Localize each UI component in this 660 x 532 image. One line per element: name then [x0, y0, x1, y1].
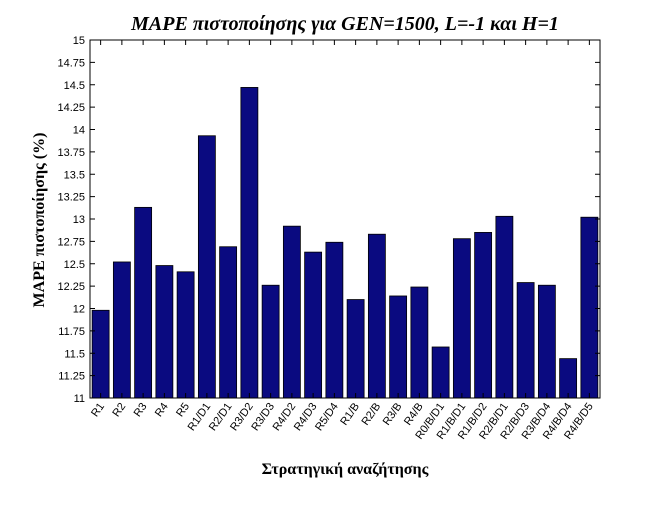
y-tick-label: 12.25 — [57, 281, 85, 293]
bar-r4-b-d4 — [559, 358, 578, 399]
y-tick-label: 14.25 — [57, 102, 85, 114]
x-tick-label: R5/D4 — [313, 401, 341, 433]
bar-r4-d2 — [282, 225, 301, 399]
y-tick-label: 14.5 — [64, 80, 85, 92]
y-tick-label: 14 — [73, 125, 85, 137]
x-tick-label: R5 — [174, 401, 192, 419]
bar-r3-b-d4 — [537, 284, 556, 399]
y-tick-label: 12.5 — [64, 259, 85, 271]
bar-r4-b — [410, 286, 429, 399]
bar-r1 — [91, 309, 110, 399]
plot-area: 11 11.25 11.5 11.75 12 12.25 12.5 12.75 13 13.25 1… — [57, 35, 601, 442]
x-tick-label: R1 — [89, 401, 107, 419]
bar-r2-b-d3 — [516, 282, 535, 399]
y-tick-label: 11 — [74, 393, 85, 405]
bar-r4 — [155, 265, 174, 399]
x-tick-label: R2 — [110, 401, 128, 419]
bar-r2 — [112, 261, 131, 399]
x-axis-label: Στρατηγική αναζήτησης — [262, 461, 429, 478]
bar-r5 — [176, 271, 195, 399]
y-tick-label: 11.25 — [58, 371, 85, 383]
y-tick-label: 13.25 — [57, 192, 85, 204]
y-tick-label: 13.5 — [64, 169, 85, 181]
bar-r2-d1 — [219, 246, 238, 399]
x-tick-label: R1/B — [338, 401, 362, 428]
y-tick-label: 14.75 — [57, 57, 85, 69]
x-tick-label: R3/B — [381, 401, 405, 428]
bar-r1-b — [346, 299, 365, 399]
y-tick-label: 12.75 — [57, 236, 85, 248]
bar-r3-d2 — [240, 87, 259, 399]
y-tick-label: 11.5 — [64, 348, 85, 360]
y-axis-label: MAPE πιστοποίησης (%) — [31, 133, 48, 308]
y-tick-label: 15 — [73, 35, 85, 47]
bar-r0-b-d1 — [431, 346, 450, 399]
y-tick-label: 13.75 — [57, 147, 85, 159]
bar-r3-d3 — [261, 284, 280, 399]
bar-r1-d1 — [197, 135, 216, 399]
bar-r4-b-d5 — [580, 216, 599, 399]
bar-r2-b — [367, 233, 386, 399]
bar-r5-d4 — [325, 241, 344, 399]
x-tick-label: R3 — [132, 401, 150, 419]
x-tick-label: R4 — [153, 401, 171, 419]
bar-r1-b-d1 — [452, 238, 471, 399]
chart-title: MAPE πιστοποίησης για GEN=1500, L=-1 και… — [130, 13, 559, 35]
bar-r3 — [134, 206, 153, 399]
y-tick-label: 11.75 — [58, 326, 85, 338]
bar-r3-b — [389, 295, 408, 399]
y-tick-label: 13 — [73, 214, 85, 226]
bar-r4-d3 — [304, 251, 323, 399]
y-tick-label: 12 — [73, 304, 85, 316]
bar-r2-b-d1 — [495, 215, 514, 399]
x-tick-label: R2/B — [359, 401, 383, 428]
bar-r1-b-d2 — [474, 232, 493, 399]
